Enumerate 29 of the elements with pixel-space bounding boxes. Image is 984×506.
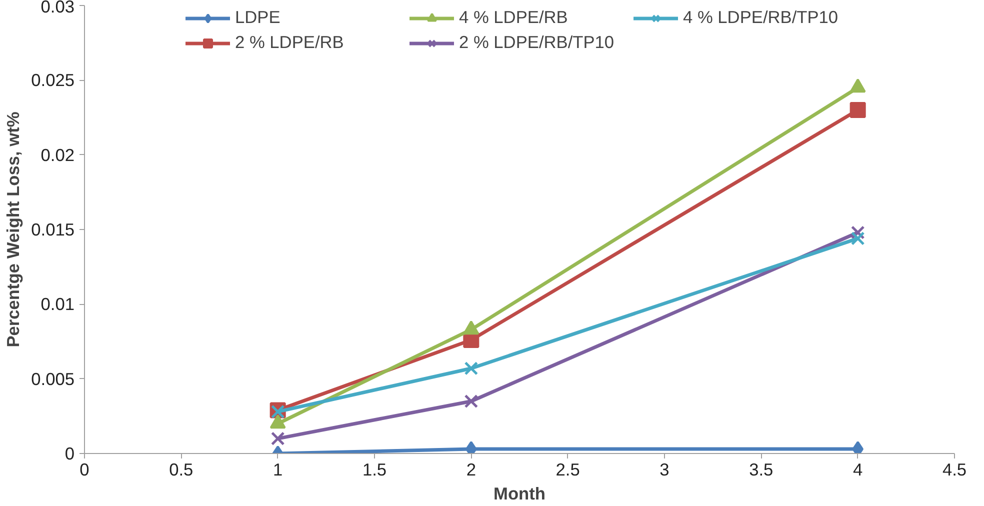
point: [464, 361, 478, 376]
legend-label: LDPE: [235, 7, 282, 28]
y-axis-title: Percentge Weight Loss, wt%: [3, 112, 24, 348]
x-tick-label: 3.5: [749, 460, 774, 480]
y-tick-label: 0.02: [40, 144, 75, 165]
x-tick-label: 4.5: [942, 460, 967, 480]
x-tick-label: 0: [80, 460, 90, 480]
legend-label: 4 % LDPE/RB/TP10: [683, 7, 840, 28]
y-tick-label: 0.005: [31, 368, 75, 389]
legend-label: 2 % LDPE/RB/TP10: [459, 32, 616, 53]
x-tick-label: 1: [273, 460, 283, 480]
y-tick-label: 0.03: [40, 0, 75, 16]
y-tick-label: 0: [64, 444, 75, 464]
y-tick-label: 0.025: [31, 70, 75, 90]
point: [850, 102, 866, 118]
point: [464, 394, 478, 408]
x-tick-label: 3: [660, 460, 670, 480]
x-tick-label: 2: [466, 460, 476, 480]
point: [850, 232, 865, 246]
legend-label: 4 % LDPE/RB: [459, 7, 569, 28]
y-tick-label: 0.01: [40, 294, 75, 314]
x-tick-label: 4: [853, 460, 864, 480]
x-tick-label: 1.5: [362, 460, 387, 480]
x-tick-label: 0.5: [169, 460, 194, 480]
legend-label: 2 % LDPE/RB: [235, 32, 345, 53]
point: [270, 432, 285, 446]
x-axis-title: Month: [494, 484, 546, 504]
x-tick-label: 2.5: [556, 460, 580, 480]
y-tick-label: 0.015: [31, 220, 75, 240]
